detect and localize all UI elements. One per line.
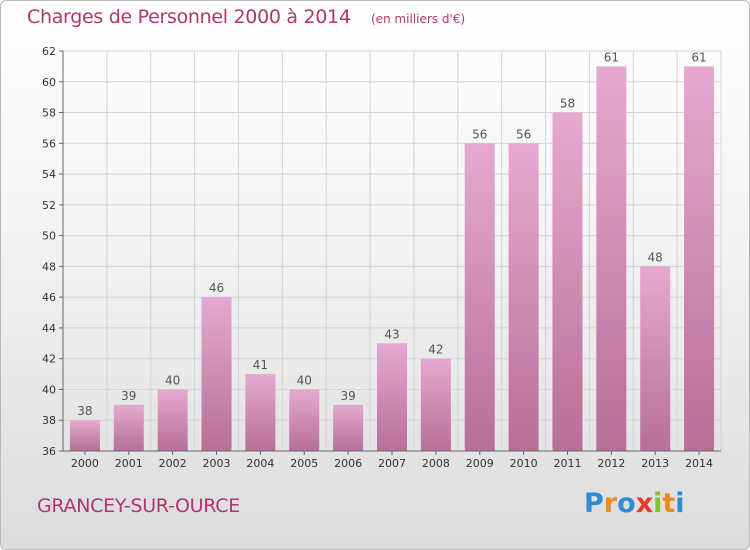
axes xyxy=(59,50,721,455)
bar-2008 xyxy=(420,358,451,451)
y-tick-label: 54 xyxy=(42,168,56,181)
bar-2006 xyxy=(333,404,364,451)
x-tick-label: 2002 xyxy=(159,457,187,470)
data-label: 58 xyxy=(560,97,575,111)
bar-2005 xyxy=(289,389,320,451)
bar-2003 xyxy=(201,297,232,451)
logo-letter: o xyxy=(617,488,636,519)
x-tick-label: 2014 xyxy=(685,457,713,470)
x-tick-label: 2004 xyxy=(246,457,274,470)
x-tick-label: 2008 xyxy=(422,457,450,470)
data-label: 40 xyxy=(297,373,312,387)
proxiti-logo: Proxiti xyxy=(584,488,685,519)
data-label: 56 xyxy=(472,127,487,141)
x-tick-label: 2011 xyxy=(553,457,581,470)
logo-letter: P xyxy=(584,488,604,519)
data-label: 56 xyxy=(516,127,531,141)
chart-title: Charges de Personnel 2000 à 2014 xyxy=(27,6,351,28)
bar-2002 xyxy=(157,389,188,451)
logo-letter: t xyxy=(662,488,676,519)
x-tick-label: 2003 xyxy=(203,457,231,470)
data-label: 43 xyxy=(384,327,399,341)
chart-subtitle: (en milliers d'€) xyxy=(371,12,466,26)
bar-2013 xyxy=(640,266,671,451)
y-tick-label: 46 xyxy=(42,291,56,304)
bar-2011 xyxy=(552,112,583,452)
bar-2007 xyxy=(377,343,407,451)
data-label: 61 xyxy=(604,50,619,64)
y-tick-label: 40 xyxy=(42,383,56,396)
bar-2001 xyxy=(113,404,144,451)
data-label: 41 xyxy=(253,358,268,372)
y-tick-label: 56 xyxy=(42,137,56,150)
data-label: 38 xyxy=(77,404,92,418)
x-tick-label: 2006 xyxy=(334,457,362,470)
y-tick-label: 58 xyxy=(42,107,56,120)
x-tick-label: 2007 xyxy=(378,457,406,470)
data-label: 39 xyxy=(340,389,355,403)
bar-2009 xyxy=(464,143,495,452)
y-tick-label: 48 xyxy=(42,260,56,273)
bars xyxy=(69,66,715,452)
logo-letter: r xyxy=(603,488,618,519)
bar-2010 xyxy=(508,143,539,452)
data-label: 61 xyxy=(691,50,706,64)
y-tick-label: 44 xyxy=(42,322,56,335)
bar-2012 xyxy=(596,66,627,451)
data-label: 39 xyxy=(121,389,136,403)
x-tick-label: 2013 xyxy=(641,457,669,470)
x-tick-label: 2001 xyxy=(115,457,143,470)
x-tick-label: 2005 xyxy=(290,457,318,470)
bar-2000 xyxy=(69,420,100,451)
bar-2014 xyxy=(684,66,715,451)
data-label: 42 xyxy=(428,343,443,357)
x-tick-label: 2000 xyxy=(71,457,99,470)
x-tick-label: 2012 xyxy=(597,457,625,470)
x-tick-label: 2009 xyxy=(466,457,494,470)
x-tick-label: 2010 xyxy=(510,457,538,470)
y-tick-label: 36 xyxy=(42,445,56,458)
logo-letter: i xyxy=(653,488,663,519)
commune-name: GRANCEY-SUR-OURCE xyxy=(37,495,240,517)
y-tick-label: 52 xyxy=(42,199,56,212)
logo-letter: x xyxy=(635,488,654,519)
y-tick-label: 60 xyxy=(42,76,56,89)
labels: 36 38 40 42 44 46 48 50 52 54 56 58 60 62 38 2000 39 2001… xyxy=(42,45,713,470)
data-label: 46 xyxy=(209,281,224,295)
y-tick-label: 62 xyxy=(42,45,56,58)
bar-2004 xyxy=(245,374,276,451)
logo-letter: i xyxy=(675,488,685,519)
y-tick-label: 38 xyxy=(42,414,56,427)
data-label: 40 xyxy=(165,373,180,387)
data-label: 48 xyxy=(648,250,663,264)
y-tick-label: 42 xyxy=(42,353,56,366)
y-tick-label: 50 xyxy=(42,230,56,243)
